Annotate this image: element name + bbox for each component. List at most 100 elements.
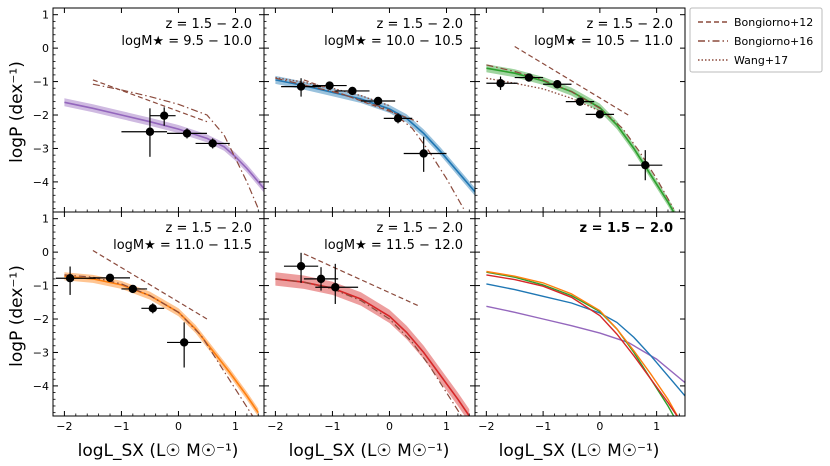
data-marker: [179, 338, 189, 347]
bongiorno16-line: [92, 83, 259, 209]
data-point-4: [141, 303, 165, 314]
data-marker: [331, 283, 340, 292]
mass-label: logM★ = 9.5 − 10.0: [121, 34, 252, 49]
data-marker: [182, 129, 192, 138]
data-point-3: [121, 284, 148, 294]
bongiorno12-line: [92, 79, 208, 123]
panel-plot-area: [275, 75, 475, 209]
bongiorno12-line: [303, 253, 419, 307]
y-tick-label: −2: [33, 109, 49, 122]
data-marker: [148, 304, 157, 313]
data-point-1: [281, 78, 322, 97]
redshift-label: z = 1.5 − 2.0: [166, 17, 253, 32]
data-marker: [65, 274, 75, 283]
data-point-2: [514, 73, 544, 82]
panel-plot-area: [486, 45, 676, 212]
mass-label: logM★ = 11.5 − 12.0: [324, 238, 463, 253]
x-axis-title-left: logL_SX (L☉ M☉⁻¹): [78, 441, 239, 461]
panel-5: −2 −1 0 1 z = 1.5 − 2.0 logM★ = 11.5 − 12.0: [263, 211, 476, 433]
data-marker: [595, 110, 605, 119]
data-point-4: [360, 96, 396, 106]
data-marker: [524, 73, 534, 82]
x-tick-label: −2: [478, 420, 494, 433]
x-tick-label: −2: [267, 420, 283, 433]
panel-3: z = 1.5 − 2.0 logM★ = 10.5 − 11.0: [474, 7, 686, 213]
bongiorno12-line: [514, 45, 629, 116]
data-point-5: [383, 113, 413, 124]
y-axis-title-bottom: logP (dex⁻¹): [7, 265, 27, 367]
series-line-4: [486, 270, 679, 416]
mass-label: logM★ = 10.0 − 10.5: [324, 34, 463, 49]
legend-label-bongiorno16: Bongiorno+16: [734, 35, 813, 48]
data-marker: [145, 127, 155, 136]
data-point-3: [315, 263, 359, 304]
x-tick-label: 0: [596, 420, 603, 433]
model-band: [64, 98, 264, 193]
data-point-1: [55, 266, 96, 295]
y-tick-label: −1: [33, 280, 49, 293]
redshift-label: z = 1.5 − 2.0: [377, 17, 464, 32]
legend-box: [689, 7, 823, 73]
data-marker: [641, 160, 650, 170]
panel-2: z = 1.5 − 2.0 logM★ = 10.0 − 10.5: [263, 7, 476, 213]
panel-plot-area: [275, 252, 470, 416]
data-marker: [296, 82, 306, 91]
model-line: [64, 275, 259, 414]
panels-group: −4 −3 −2 −1 0 1 z = 1.5 − 2.0 logM★ = 9.5 − 10.…: [33, 7, 686, 433]
x-tick-label: 1: [653, 420, 660, 433]
legend: Bongiorno+12 Bongiorno+16 Wang+17: [689, 7, 823, 73]
y-tick-label: −1: [33, 76, 49, 89]
y-axis-title-top: logP (dex⁻¹): [7, 61, 27, 163]
legend-label-bongiorno12: Bongiorno+12: [734, 16, 813, 29]
data-marker: [553, 80, 562, 89]
data-marker: [128, 284, 138, 294]
panel-4: −2 −1 0 1 −4 −3 −2 −1 0 1 z = 1.5 − 2.0 logM★ = 11.…: [33, 211, 265, 433]
data-marker: [325, 81, 334, 90]
x-tick-label: −2: [56, 420, 72, 433]
data-point-5: [167, 322, 202, 368]
x-tick-label: 1: [443, 420, 450, 433]
bongiorno16-line: [64, 274, 254, 416]
mass-label: logM★ = 11.0 − 11.5: [113, 238, 252, 253]
panel-plot-area: [486, 270, 685, 416]
model-line: [486, 67, 675, 212]
data-point-1: [121, 108, 168, 157]
panel-1: −4 −3 −2 −1 0 1 z = 1.5 − 2.0 logM★ = 9.5 − 10.…: [33, 7, 265, 213]
data-point-2: [90, 273, 130, 283]
data-point-3: [167, 128, 207, 139]
redshift-label: z = 1.5 − 2.0: [377, 221, 464, 236]
data-marker: [373, 96, 383, 106]
data-marker: [575, 97, 585, 106]
data-marker: [496, 79, 505, 88]
y-tick-label: −4: [33, 380, 49, 393]
series-line-5: [486, 274, 678, 416]
data-point-3: [335, 86, 370, 96]
data-point-1: [486, 76, 518, 90]
data-point-6: [628, 150, 663, 181]
x-tick-label: −1: [113, 420, 129, 433]
model-band: [64, 272, 259, 416]
bongiorno12-line: [92, 249, 208, 320]
legend-label-wang17: Wang+17: [734, 54, 788, 67]
redshift-label: z = 1.5 − 2.0: [579, 221, 673, 236]
model-band: [275, 75, 475, 196]
y-tick-label: 1: [42, 213, 49, 226]
model-band: [275, 272, 470, 416]
data-marker: [419, 149, 428, 158]
x-axis-title-right: logL_SX (L☉ M☉⁻¹): [499, 441, 660, 461]
y-tick-label: −2: [33, 313, 49, 326]
panel-6: −2 −1 0 1 z = 1.5 − 2.0: [474, 211, 686, 433]
series-line-1: [486, 305, 685, 384]
data-point-4: [195, 138, 230, 149]
data-point-1: [283, 252, 319, 283]
x-tick-label: 0: [175, 420, 182, 433]
y-tick-label: −3: [33, 142, 49, 155]
y-tick-label: 1: [42, 9, 49, 22]
redshift-label: z = 1.5 − 2.0: [166, 221, 253, 236]
x-tick-label: −1: [324, 420, 340, 433]
data-marker: [208, 139, 217, 148]
model-line: [275, 278, 470, 416]
panel-plot-area: [55, 249, 259, 416]
bongiorno16-line: [275, 278, 463, 416]
data-point-2: [149, 107, 176, 126]
